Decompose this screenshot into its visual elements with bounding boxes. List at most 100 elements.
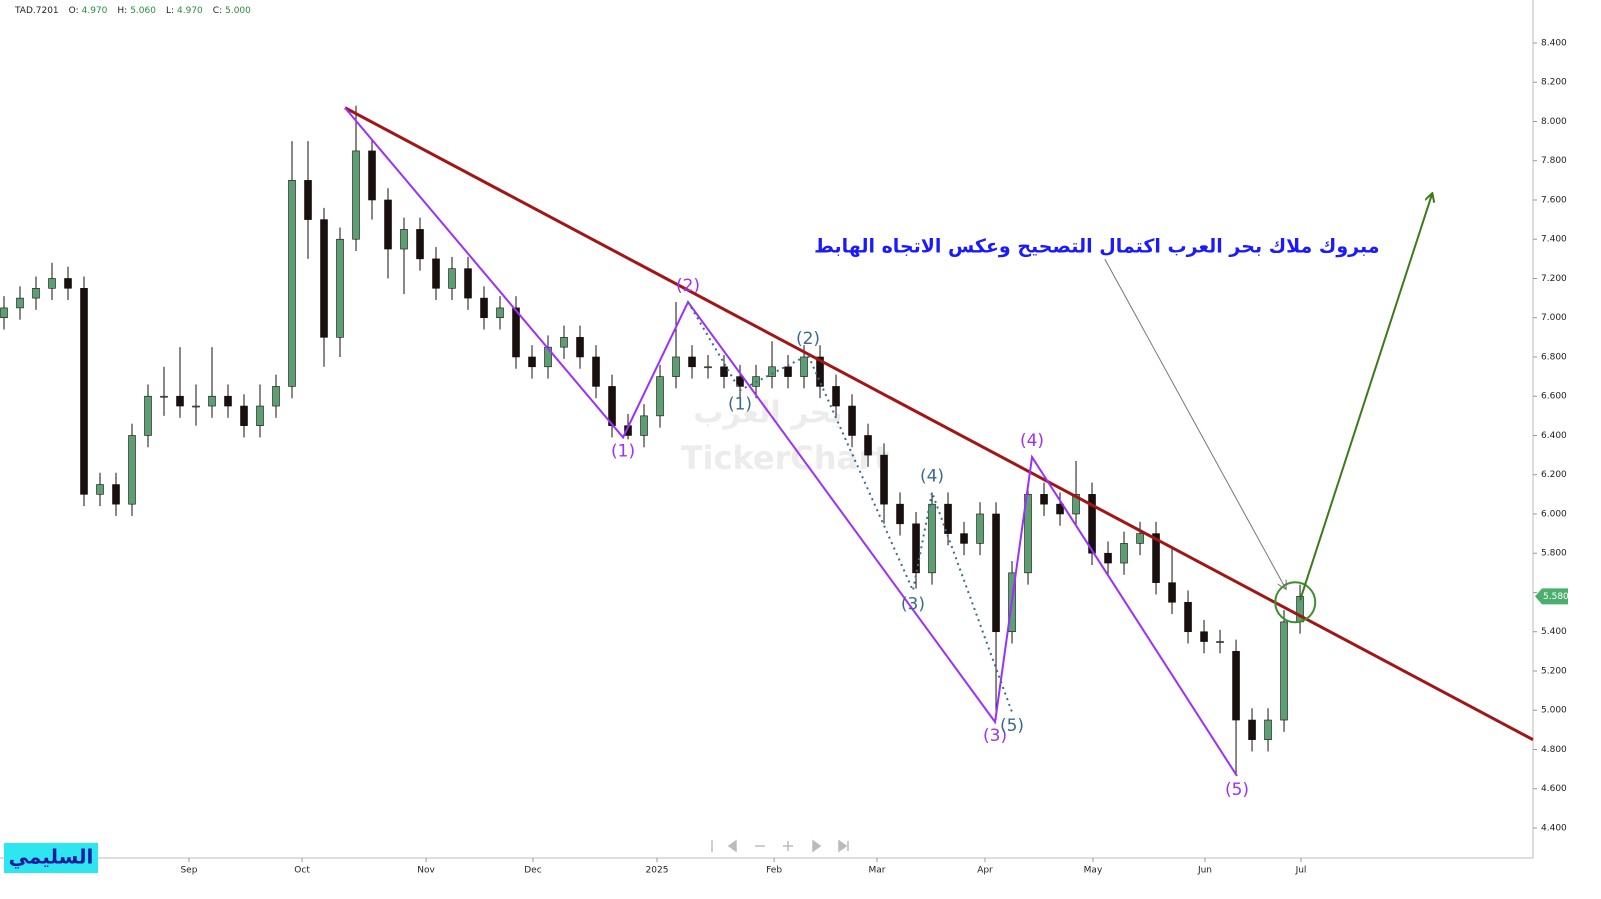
candle-body	[928, 503, 936, 574]
y-tick-label: 6.600	[1541, 392, 1567, 402]
navigation-controls[interactable]	[711, 839, 849, 853]
candle-body	[96, 484, 104, 495]
x-tick-label: May	[1084, 866, 1103, 876]
quote-field-label: O:	[69, 6, 79, 16]
candle-body	[704, 366, 712, 369]
note-arrow	[1104, 258, 1286, 588]
candle-body	[224, 395, 232, 407]
candle-body	[1136, 533, 1144, 544]
candle-body	[48, 278, 56, 289]
candles	[0, 105, 1304, 775]
candle-body	[1072, 494, 1080, 515]
candle-body	[400, 229, 408, 250]
candle-body	[720, 366, 728, 377]
candle-body	[576, 337, 584, 358]
candle-body	[144, 395, 152, 436]
x-tick-label: Oct	[294, 866, 310, 876]
wave-label: (2)	[796, 329, 820, 349]
wave-label: (4)	[920, 466, 944, 486]
quote-field-value: 5.000	[225, 6, 251, 16]
candle-body	[1168, 582, 1176, 603]
breakout-circle	[1274, 581, 1317, 624]
note-text: مبروك ملاك بحر العرب اكتمال التصحيح وعكس…	[814, 236, 1379, 258]
candle-body	[656, 376, 664, 417]
x-tick-label: Dec	[524, 866, 541, 876]
wave-label: (4)	[1020, 431, 1044, 451]
y-tick-label: 5.400	[1541, 627, 1567, 637]
candle-body	[784, 366, 792, 377]
candle-body	[0, 307, 8, 319]
quote-field-label: L:	[166, 6, 174, 16]
quote-header: TAD.7201 O: 4.970 H: 5.060 L: 4.970 C: 5.000	[14, 6, 251, 16]
wave-label: (2)	[676, 276, 700, 296]
nav-left[interactable]	[727, 839, 737, 853]
quote-field-label: H:	[117, 6, 127, 16]
y-tick-label: 5.800	[1541, 549, 1567, 559]
candle-body	[896, 503, 904, 525]
candle-body	[976, 513, 984, 544]
candle-body	[1056, 503, 1064, 515]
candle-body	[528, 356, 536, 368]
nav-end[interactable]	[838, 839, 849, 853]
candle-body	[608, 386, 616, 426]
y-tick-label: 8.400	[1541, 38, 1567, 48]
candle-body	[256, 405, 264, 426]
candle-body	[1232, 651, 1240, 721]
candle-body	[304, 180, 312, 220]
candle-body	[864, 435, 872, 456]
x-tick-label: 2025	[646, 866, 669, 876]
x-tick-label: Jul	[1295, 866, 1307, 876]
candle-body	[192, 405, 200, 408]
candle-body	[1104, 552, 1112, 564]
candle-body	[160, 395, 168, 398]
candle-body	[1088, 494, 1096, 554]
candle-body	[112, 484, 120, 505]
y-tick-label: 7.000	[1541, 313, 1567, 323]
candle-body	[1264, 719, 1272, 740]
candle-body	[1280, 621, 1288, 721]
candle-body	[816, 356, 824, 387]
y-tick-label: 7.600	[1541, 195, 1567, 205]
candle-body	[800, 356, 808, 377]
signature-box	[4, 843, 98, 873]
candle-body	[480, 297, 488, 319]
candle-body	[960, 533, 968, 544]
y-tick-label: 5.000	[1541, 706, 1567, 716]
x-tick-label: Apr	[977, 866, 993, 876]
candle-body	[848, 405, 856, 436]
candle-body	[80, 287, 88, 495]
candle-body	[688, 356, 696, 368]
candle-body	[736, 376, 744, 387]
candle-body	[368, 150, 376, 201]
candle-body	[416, 229, 424, 260]
last-price-tag	[1535, 588, 1568, 605]
candle-body	[352, 150, 360, 240]
candle-body	[912, 523, 920, 574]
candle-body	[208, 395, 216, 407]
candle-body	[336, 238, 344, 338]
candle-body	[432, 258, 440, 289]
y-tick-label: 6.200	[1541, 470, 1567, 480]
x-tick-label: Sep	[180, 866, 197, 876]
y-tick-label: 7.200	[1541, 274, 1567, 284]
candle-body	[64, 278, 72, 289]
candle-body	[448, 268, 456, 289]
candle-body	[272, 386, 280, 407]
wave-label: (3)	[983, 726, 1007, 746]
candle-body	[288, 180, 296, 387]
candle-body	[592, 356, 600, 387]
candle-body	[832, 386, 840, 407]
wave-label: (1)	[728, 394, 752, 414]
candle-body	[768, 366, 776, 377]
candle-body	[944, 503, 952, 534]
quote-field-label: C:	[213, 6, 222, 16]
quote-symbol: TAD.7201	[14, 6, 59, 16]
nav-zoom-in[interactable]	[783, 841, 793, 851]
nav-right[interactable]	[812, 839, 822, 853]
candle-body	[464, 268, 472, 299]
wave-line	[687, 301, 1013, 713]
candle-body	[1184, 601, 1192, 633]
y-tick-label: 6.800	[1541, 352, 1567, 362]
